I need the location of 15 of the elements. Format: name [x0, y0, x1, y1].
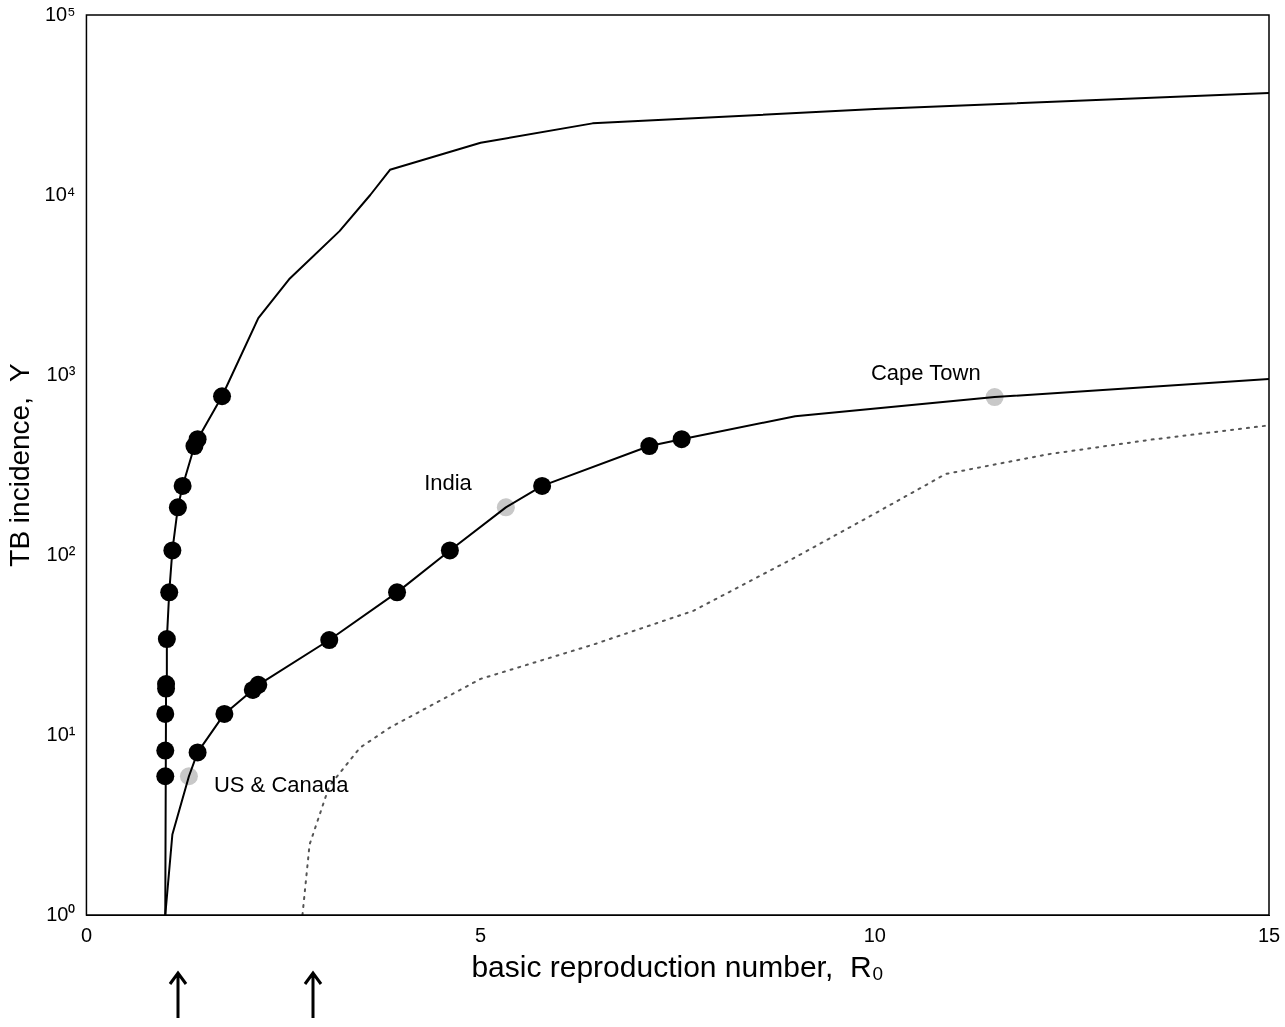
annotation: India [424, 470, 473, 496]
y-tick-label: 10³ [46, 362, 76, 385]
x-tick-label: 5 [475, 923, 487, 946]
x-tick-label: 0 [80, 923, 92, 946]
y-axis-title: TB incidence, Y [3, 362, 35, 567]
y-tick-label: 10⁵ [44, 2, 76, 25]
y-tick-label: 10¹ [46, 722, 76, 745]
x-tick-label: 10 [863, 923, 886, 946]
annotation: Cape Town [870, 360, 981, 386]
annotation: US & Canada [213, 772, 350, 798]
y-tick-label: 10⁰ [46, 902, 76, 925]
x-axis-title: basic reproduction number, R₀ [471, 950, 885, 984]
y-tick-label: 10⁴ [44, 182, 76, 205]
y-tick-label: 10² [46, 542, 76, 565]
x-tick-label: 15 [1257, 923, 1281, 946]
